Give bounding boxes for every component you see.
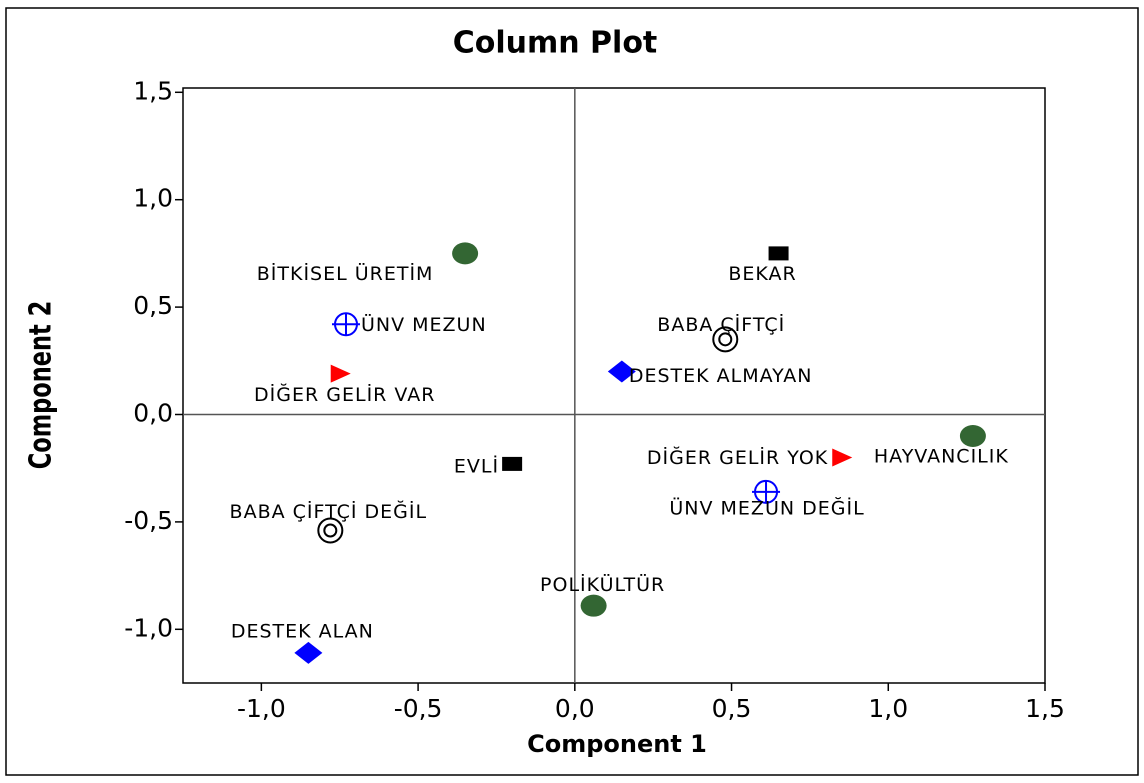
point-label: ÜNV MEZUN: [361, 313, 487, 336]
point: [294, 641, 323, 664]
y-tick-label: 0,5: [133, 291, 173, 320]
y-tick-label: 1,0: [133, 184, 173, 213]
series: ÜNV MEZUN ÜNV MEZUN DEĞİL: [331, 312, 864, 519]
point: [317, 517, 344, 544]
point: [832, 448, 853, 467]
series: DİĞER GELİR VAR DİĞER GELİR YOK: [254, 364, 853, 469]
point: [607, 360, 636, 383]
y-axis-label: Component 2: [23, 301, 58, 469]
x-axis-label: Component 1: [527, 730, 707, 758]
point-label: ÜNV MEZUN DEĞİL: [669, 495, 864, 519]
point-label: DESTEK ALMAYAN: [629, 365, 813, 387]
point: [712, 326, 739, 353]
point-label: BİTKİSEL ÜRETİM: [257, 262, 434, 285]
point: [502, 456, 523, 471]
point-label: HAYVANCILIK: [874, 445, 1009, 467]
x-tick-label: -0,5: [394, 694, 443, 723]
point: [330, 364, 351, 383]
point: [580, 594, 607, 617]
chart-title: Column Plot: [453, 26, 658, 61]
point-label: DİĞER GELİR VAR: [254, 382, 435, 406]
point-label: DESTEK ALAN: [231, 620, 374, 642]
series: BİTKİSEL ÜRETİM HAYVANCILIK POLİKÜLTÜR: [257, 242, 1009, 617]
series: DESTEK ALMAYAN DESTEK ALAN: [231, 360, 813, 664]
series: BABA ÇİFTÇİ BABA ÇİFTÇİ DEĞİL: [230, 313, 785, 544]
y-tick-label: 0,0: [133, 398, 173, 427]
x-tick-label: 0,0: [555, 694, 595, 723]
point: [452, 242, 479, 265]
y-tick-label: 1,5: [133, 76, 173, 105]
point-cross: [331, 313, 360, 336]
x-tick-label: 1,0: [868, 694, 908, 723]
point-inner: [718, 332, 733, 347]
point-inner: [323, 523, 338, 538]
x-tick-label: 1,5: [1025, 694, 1065, 723]
point-label: DİĞER GELİR YOK: [647, 445, 828, 469]
x-tick-label: -1,0: [237, 694, 286, 723]
point-label: BABA ÇİFTÇİ DEĞİL: [230, 499, 428, 523]
y-tick-label: -0,5: [124, 506, 173, 535]
outer-frame: [5, 7, 1139, 776]
y-tick-label: -1,0: [124, 613, 173, 642]
point-label: BEKAR: [728, 263, 796, 285]
point-label: POLİKÜLTÜR: [540, 573, 665, 596]
point-label: BABA ÇİFTÇİ: [657, 313, 785, 336]
plot-frame: [182, 87, 1046, 684]
point-label: EVLİ: [454, 454, 499, 477]
point: [768, 246, 789, 261]
point-cross: [752, 480, 781, 503]
series: BEKAR EVLİ: [454, 246, 796, 477]
x-tick-label: 0,5: [712, 694, 752, 723]
point: [959, 424, 986, 447]
